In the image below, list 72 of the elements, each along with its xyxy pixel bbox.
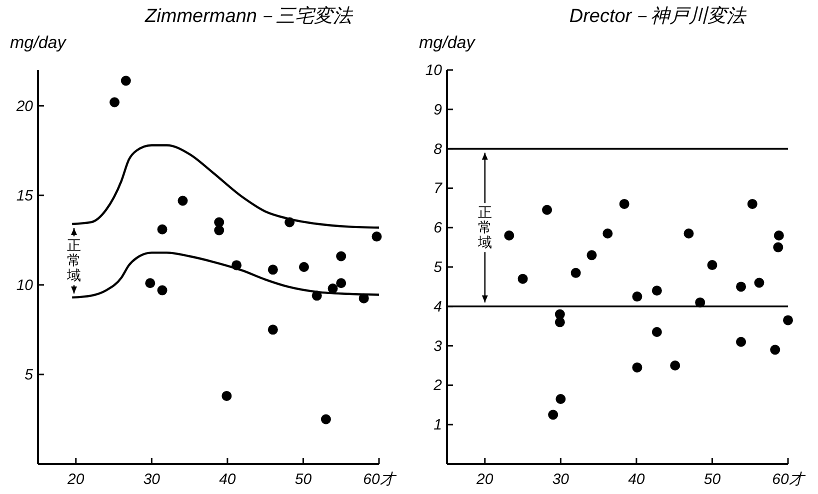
point (695, 297, 706, 308)
x-tick-label: 20 (476, 471, 494, 488)
chart-title: Zimmermann－三宅変法 (144, 5, 354, 27)
y-tick-label: 5 (24, 366, 34, 384)
x-tick-label: 60才 (363, 471, 397, 488)
point (320, 414, 331, 424)
y-tick-label: 5 (434, 259, 443, 276)
y-tick-label: 20 (15, 98, 34, 115)
point (542, 204, 552, 215)
y-tick-label: 10 (425, 62, 443, 79)
point (684, 228, 694, 239)
line-series (71, 144, 380, 229)
point (632, 362, 642, 372)
point (670, 360, 680, 370)
point (145, 278, 156, 288)
annotation: 正常域 (66, 237, 81, 284)
x-tick-label: 20 (66, 471, 85, 488)
point (652, 327, 662, 338)
y-tick-label: 2 (432, 377, 443, 394)
y-tick-label: 10 (16, 276, 34, 294)
point (178, 196, 188, 206)
x-tick-label: 30 (143, 471, 161, 488)
point (774, 230, 784, 240)
point (222, 390, 232, 401)
y-tick-label: 1 (434, 416, 442, 434)
point (214, 225, 224, 236)
point (754, 278, 764, 288)
point (783, 315, 793, 326)
y-tick-label: 7 (434, 180, 443, 198)
point (110, 97, 120, 108)
point (632, 292, 642, 302)
point (268, 264, 278, 275)
point (602, 228, 613, 239)
y-tick-label: 6 (434, 220, 443, 237)
point (747, 198, 758, 209)
point (518, 274, 528, 284)
point (554, 317, 565, 328)
point (736, 282, 746, 292)
point (586, 250, 597, 260)
point (556, 394, 566, 404)
point (268, 324, 278, 335)
chart-title: Drector－神戸川変法 (569, 5, 748, 27)
x-tick-label: 50 (704, 471, 722, 488)
point (736, 336, 746, 347)
point (770, 344, 780, 355)
x-tick-label: 40 (628, 471, 646, 488)
point (707, 260, 718, 270)
point (619, 198, 630, 209)
point (570, 268, 581, 278)
y-axis-title: mg/day (419, 33, 476, 52)
x-tick-label: 30 (552, 471, 570, 488)
point (157, 224, 168, 234)
y-tick-label: 9 (434, 101, 443, 118)
x-tick-label: 50 (294, 471, 312, 488)
point (298, 262, 309, 272)
annotation: 正常域 (476, 204, 492, 250)
point (336, 251, 346, 262)
point (336, 278, 346, 288)
x-tick-label: 40 (219, 471, 236, 488)
y-tick-label: 8 (434, 140, 443, 158)
point (157, 285, 168, 296)
y-tick-label: 4 (434, 298, 442, 316)
point (372, 232, 382, 242)
point (120, 76, 131, 86)
x-tick-label: 60才 (772, 471, 806, 488)
y-tick-label: 3 (434, 338, 443, 355)
point (773, 242, 784, 252)
point (652, 286, 662, 296)
point (504, 230, 514, 240)
y-tick-label: 15 (16, 187, 34, 204)
point (548, 410, 558, 420)
y-axis-title: mg/day (10, 33, 68, 52)
